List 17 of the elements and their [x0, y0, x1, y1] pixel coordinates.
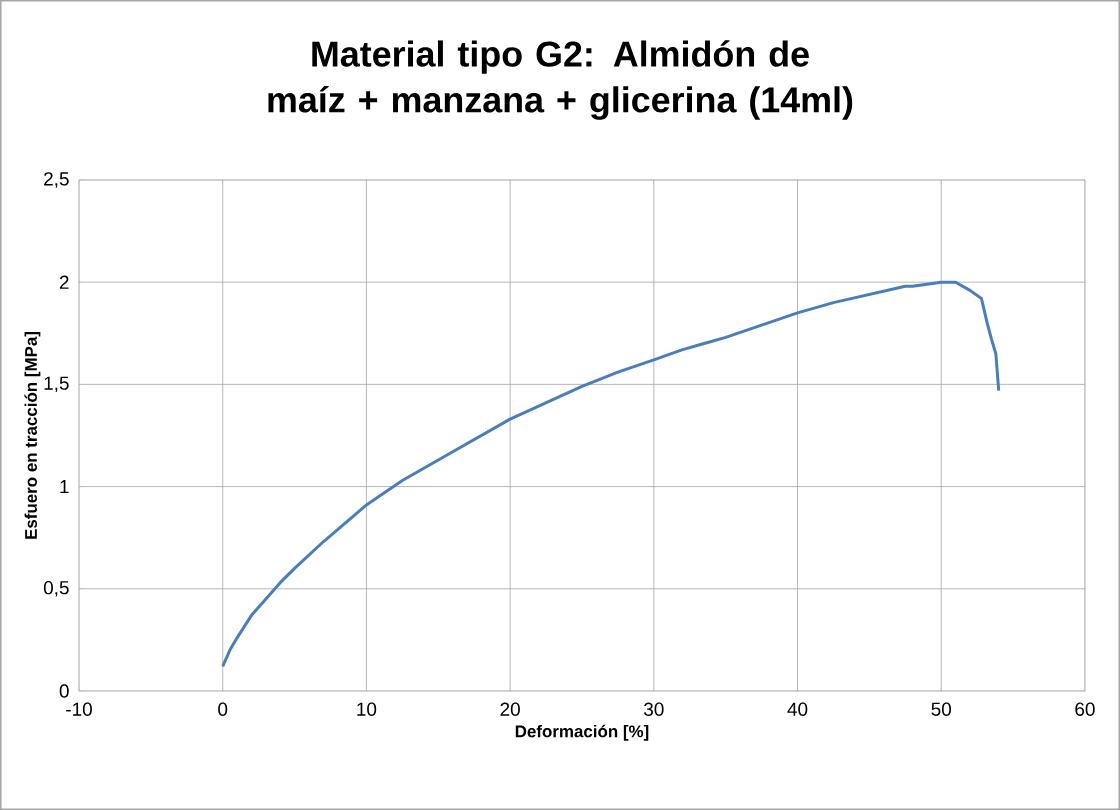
x-tick-label: -10	[66, 702, 92, 716]
x-tick-label: 50	[931, 702, 952, 716]
x-tick-label: 0	[218, 702, 228, 716]
y-tick-label: 0	[59, 684, 69, 698]
y-tick-label: 0,5	[43, 580, 69, 597]
chart-title: Material tipo G2: Almidón de maíz + manzana + glicerina (14ml)	[268, 40, 853, 120]
x-tick-label: 10	[357, 702, 377, 716]
x-tick-label: 60	[1075, 702, 1095, 716]
y-axis-title: Esfuero en tracción [MPa]	[24, 331, 41, 539]
y-tick-label: 1,5	[44, 376, 69, 393]
x-tick-label: 40	[787, 702, 808, 716]
x-tick-label: 30	[644, 702, 664, 716]
x-tick-label: 20	[500, 702, 520, 716]
y-tick-label: 2,5	[44, 172, 69, 188]
x-axis-title: Deformación [%]	[515, 724, 649, 741]
y-tick-label: 2	[59, 275, 69, 289]
y-tick-label: 1	[60, 480, 69, 494]
